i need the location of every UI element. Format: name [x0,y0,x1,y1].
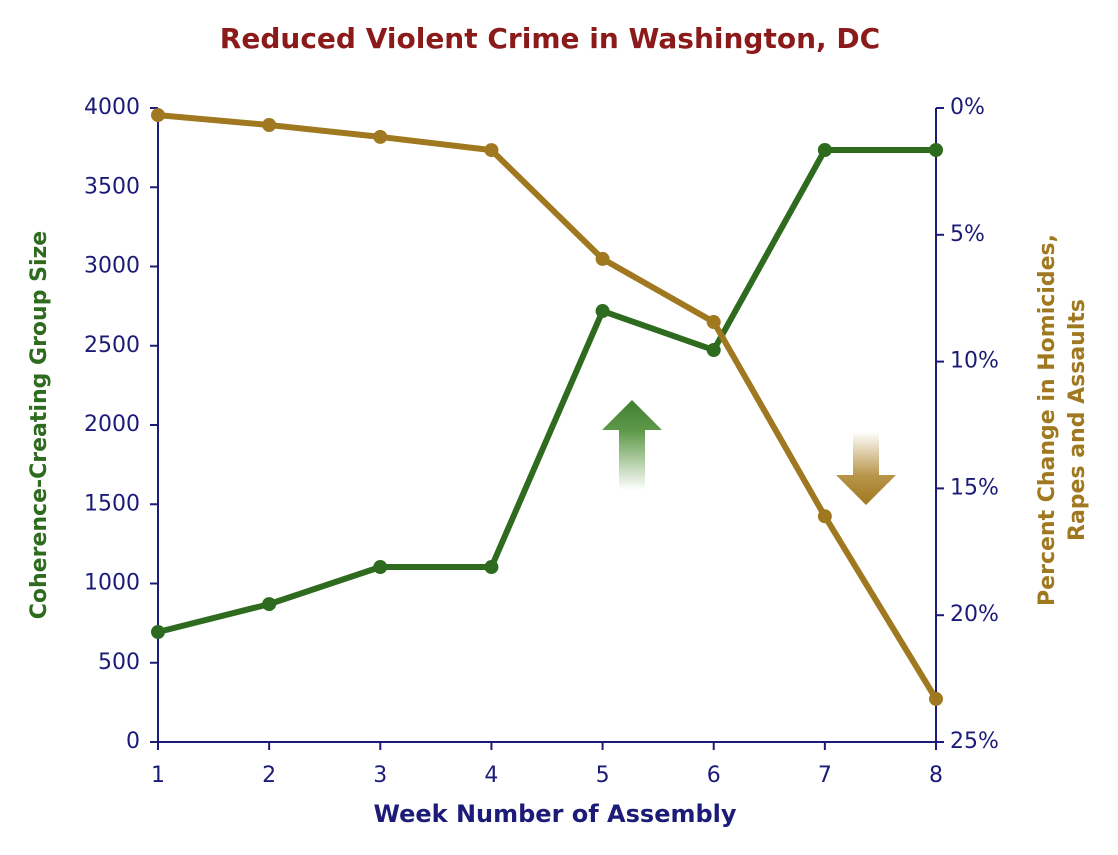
series-line [157,147,936,635]
y2-tick-label: 0% [950,95,985,120]
y-tick-label: 2000 [84,412,140,437]
y-tick-label: 0 [126,729,140,754]
y-tick-label: 2500 [84,333,140,358]
data-point [484,560,499,575]
x-tick-label: 3 [373,763,387,788]
data-point [817,143,832,158]
data-point [706,343,721,358]
x-tick-label: 2 [262,763,276,788]
y2-tick-label: 5% [950,222,985,247]
data-point [151,108,165,123]
y2-axis-label: Percent Change in Homicides, [1035,234,1060,606]
y2-tick-label: 10% [950,349,999,374]
down-arrow [836,432,896,505]
data-point [929,691,943,706]
data-point [595,251,610,266]
x-tick-label: 4 [484,763,498,788]
y-tick-label: 1000 [84,571,140,596]
data-point [151,625,165,640]
y-tick-label: 1500 [84,491,140,516]
data-point [817,509,832,524]
data-point [373,560,388,575]
data-point [595,304,610,319]
x-tick-label: 6 [707,763,721,788]
y2-tick-label: 25% [950,729,999,754]
x-tick-label: 5 [596,763,610,788]
data-point [929,143,943,158]
y2-tick-label: 15% [950,475,999,500]
y-tick-label: 500 [98,650,140,675]
y-tick-label: 3500 [84,174,140,199]
data-point [706,315,721,330]
data-point [373,129,388,144]
y2-axis-label: Rapes and Assaults [1065,299,1090,541]
x-tick-label: 1 [151,763,165,788]
x-tick-label: 8 [929,763,943,788]
data-point [262,117,277,132]
x-axis-label: Week Number of Assembly [373,800,736,828]
data-point [262,597,277,612]
up-arrow [602,400,662,490]
y-tick-label: 4000 [84,95,140,120]
y2-tick-label: 20% [950,602,999,627]
y-tick-label: 3000 [84,254,140,279]
series-line [157,112,939,701]
x-tick-label: 7 [818,763,832,788]
data-point [484,143,499,158]
y-axis-label: Coherence-Creating Group Size [27,231,52,619]
chart-title: Reduced Violent Crime in Washington, DC [220,22,880,55]
